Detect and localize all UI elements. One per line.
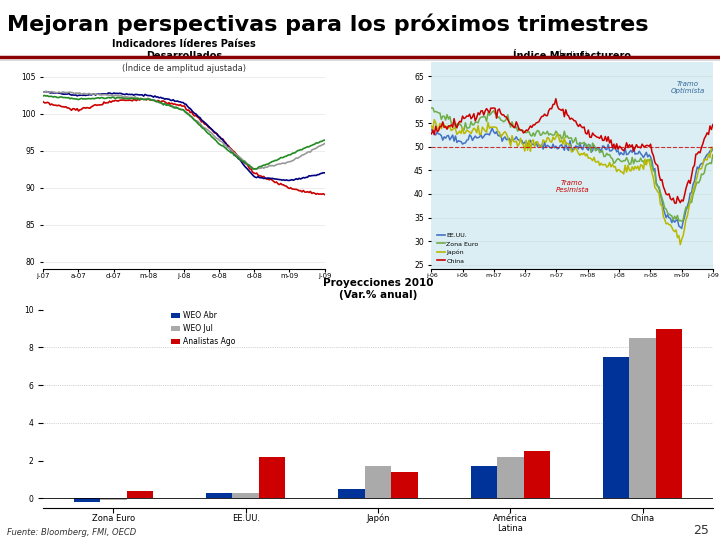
Bar (523, 451, 550, 498)
Bar (206, 492, 233, 498)
Bar (233, 492, 259, 498)
Text: Mejoran perspectivas para los próximos trimestres: Mejoran perspectivas para los próximos t… (7, 14, 649, 35)
Legend: WEO Abr, WEO Jul, Analistas Ago: WEO Abr, WEO Jul, Analistas Ago (168, 308, 238, 349)
Text: Tramo
Pesimista: Tramo Pesimista (555, 180, 589, 193)
Legend: EE.UU., Zona Euro, Japón, China: EE.UU., Zona Euro, Japón, China (435, 230, 481, 266)
Text: (Índice de amplitud ajustada): (Índice de amplitud ajustada) (122, 62, 246, 72)
Text: 25: 25 (693, 524, 709, 537)
Title: Indicadores líderes Países
Desarrollados: Indicadores líderes Países Desarrollados (112, 39, 256, 62)
Legend: Japón, EE.UU., Zona Euro, OECD: Japón, EE.UU., Zona Euro, OECD (111, 314, 257, 324)
Bar (73, 498, 100, 502)
Bar (127, 491, 153, 498)
Bar (100, 498, 127, 500)
Title: Índice Manufacturero: Índice Manufacturero (513, 51, 631, 62)
Bar (656, 329, 683, 498)
Bar (471, 466, 497, 498)
Bar (629, 338, 656, 498)
Bar (338, 489, 365, 498)
Bar (497, 457, 523, 498)
Text: (Índice): (Índice) (556, 51, 588, 60)
Bar (603, 357, 629, 498)
Title: Proyecciones 2010
(Var.% anual): Proyecciones 2010 (Var.% anual) (323, 278, 433, 300)
Text: Tramo
Optimista: Tramo Optimista (670, 81, 705, 94)
Text: Fuente: Bloomberg, FMI, OECD: Fuente: Bloomberg, FMI, OECD (7, 528, 137, 537)
Bar (259, 457, 285, 498)
Bar (365, 466, 391, 498)
Bar (391, 472, 418, 498)
